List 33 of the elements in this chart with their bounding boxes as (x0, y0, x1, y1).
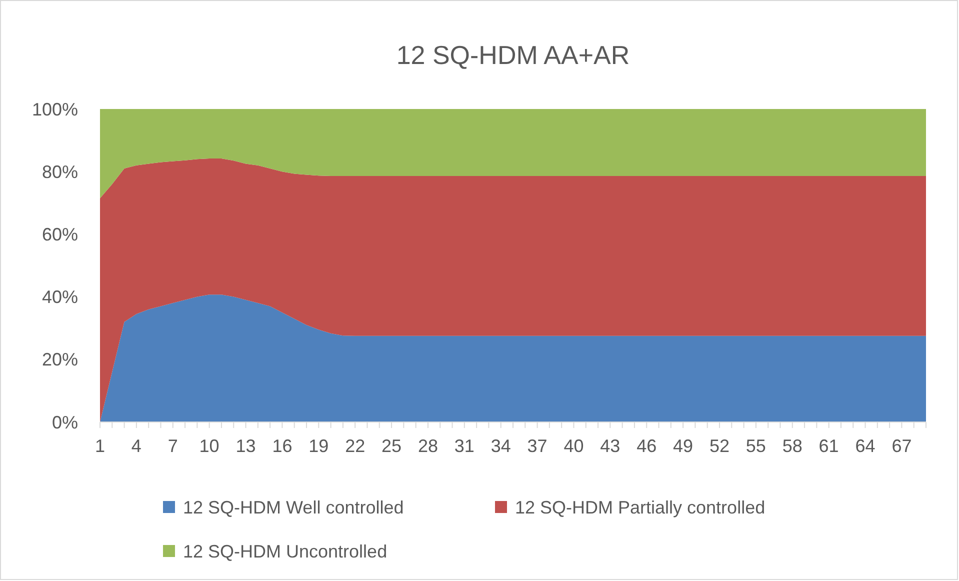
x-tick-label: 61 (818, 436, 839, 456)
x-tick-label: 37 (527, 436, 548, 456)
x-tick-label: 31 (454, 436, 474, 456)
y-tick-label: 60% (42, 224, 78, 244)
x-tick-label: 58 (782, 436, 802, 456)
x-tick-label: 19 (308, 436, 329, 456)
legend-label: 12 SQ-HDM Well controlled (183, 497, 404, 518)
x-tick-label: 7 (168, 436, 178, 456)
x-tick-label: 13 (236, 436, 256, 456)
x-tick-label: 46 (636, 436, 657, 456)
x-tick-label: 34 (490, 436, 511, 456)
legend-label: 12 SQ-HDM Partially controlled (515, 497, 766, 518)
y-tick-label: 0% (52, 412, 78, 432)
x-tick-label: 10 (199, 436, 220, 456)
x-tick-label: 64 (855, 436, 876, 456)
x-tick-label: 40 (564, 436, 584, 456)
x-tick-label: 52 (709, 436, 730, 456)
y-tick-label: 80% (42, 162, 78, 182)
x-tick-label: 49 (673, 436, 694, 456)
legend-label: 12 SQ-HDM Uncontrolled (183, 541, 388, 562)
x-tick-label: 28 (418, 436, 438, 456)
x-tick-label: 67 (892, 436, 912, 456)
x-tick-label: 16 (272, 436, 292, 456)
x-tick-label: 55 (746, 436, 766, 456)
x-tick-label: 4 (131, 436, 142, 456)
x-tick-label: 43 (600, 436, 620, 456)
x-tick-label: 22 (345, 436, 366, 456)
chart-title: 12 SQ-HDM AA+AR (396, 40, 630, 70)
y-tick-label: 20% (42, 350, 78, 370)
x-tick-label: 1 (94, 436, 106, 456)
y-tick-label: 100% (32, 99, 78, 120)
x-tick-label: 25 (382, 436, 402, 456)
y-tick-label: 40% (42, 287, 78, 308)
